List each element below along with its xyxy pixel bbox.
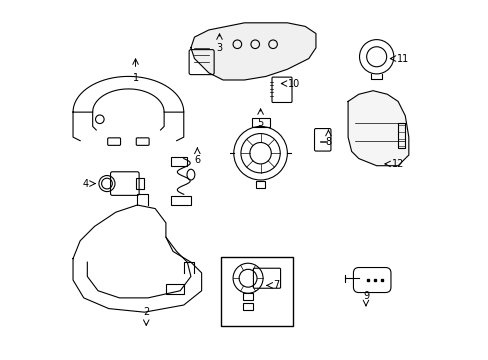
Bar [221, 257, 292, 327]
Text: 4: 4 [82, 179, 88, 189]
Bar [251, 118, 269, 127]
Bar [242, 303, 253, 310]
Polygon shape [190, 23, 315, 80]
Text: 3: 3 [216, 43, 222, 53]
Polygon shape [347, 91, 408, 166]
Text: 9: 9 [362, 291, 368, 301]
Text: 11: 11 [397, 54, 409, 64]
Text: 1: 1 [132, 73, 138, 83]
Bar [397, 123, 405, 148]
Text: 8: 8 [325, 138, 331, 148]
Bar [135, 178, 144, 189]
Text: 6: 6 [194, 156, 200, 165]
Bar [242, 293, 253, 300]
Bar [256, 181, 264, 188]
Text: 12: 12 [391, 159, 404, 169]
Bar [165, 284, 183, 294]
Text: 2: 2 [143, 307, 149, 317]
Text: 5: 5 [257, 118, 263, 128]
Text: 10: 10 [288, 78, 300, 89]
Bar [171, 157, 187, 166]
Bar [171, 196, 190, 205]
Text: 7: 7 [273, 280, 279, 291]
